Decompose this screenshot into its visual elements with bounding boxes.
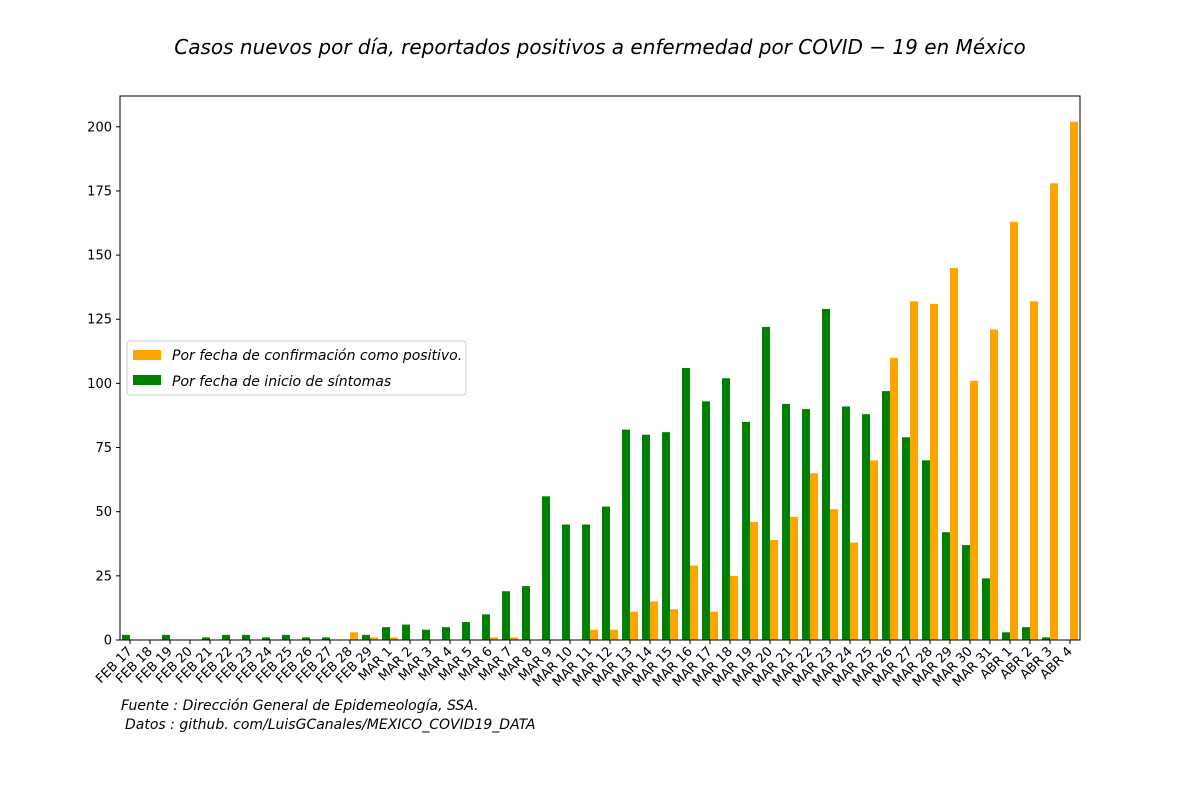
bar-sintomas-mar-22 <box>802 409 810 640</box>
bar-sintomas-mar-1 <box>382 627 390 640</box>
bar-confirmacion-mar-29 <box>950 267 958 640</box>
bar-sintomas-feb-29 <box>362 634 370 640</box>
bar-sintomas-mar-16 <box>682 368 690 640</box>
bar-sintomas-mar-9 <box>542 496 550 640</box>
bar-confirmacion-mar-28 <box>930 303 938 640</box>
bar-confirmacion-feb-28 <box>350 632 358 640</box>
y-tick-label: 150 <box>87 249 112 264</box>
legend-label-confirmacion: Por fecha de confirmación como positivo. <box>172 348 462 364</box>
bar-sintomas-feb-27 <box>322 637 330 640</box>
bar-sintomas-mar-2 <box>402 624 410 640</box>
bar-sintomas-mar-25 <box>862 414 870 640</box>
bar-confirmacion-mar-27 <box>910 301 918 640</box>
bar-sintomas-feb-19 <box>162 634 170 640</box>
bar-sintomas-feb-24 <box>262 637 270 640</box>
bar-sintomas-abr-3 <box>1042 637 1050 640</box>
bar-confirmacion-mar-24 <box>850 542 858 640</box>
bar-confirmacion-mar-7 <box>510 637 518 640</box>
bar-sintomas-mar-5 <box>462 622 470 640</box>
bar-sintomas-feb-26 <box>302 637 310 640</box>
bar-sintomas-mar-17 <box>702 401 710 640</box>
bar-confirmacion-feb-29 <box>370 637 378 640</box>
bar-confirmacion-mar-25 <box>870 460 878 640</box>
bar-sintomas-feb-17 <box>122 634 130 640</box>
y-tick-label: 100 <box>87 377 112 392</box>
bar-sintomas-mar-29 <box>942 532 950 640</box>
bar-confirmacion-mar-23 <box>830 509 838 640</box>
bar-sintomas-mar-23 <box>822 308 830 640</box>
bar-confirmacion-mar-20 <box>770 539 778 640</box>
bar-confirmacion-mar-22 <box>810 473 818 640</box>
bar-sintomas-mar-20 <box>762 326 770 640</box>
bar-sintomas-feb-23 <box>242 634 250 640</box>
legend: Por fecha de confirmación como positivo.… <box>126 340 467 396</box>
bar-sintomas-mar-10 <box>562 524 570 640</box>
y-tick-label: 200 <box>87 120 112 135</box>
bar-sintomas-mar-28 <box>922 460 930 640</box>
legend-box <box>126 340 467 396</box>
data-note: Datos : github. com/LuisGCanales/MEXICO_… <box>125 717 535 733</box>
bar-confirmacion-abr-4 <box>1070 121 1078 640</box>
bar-sintomas-abr-1 <box>1002 632 1010 640</box>
bar-confirmacion-mar-12 <box>610 629 618 640</box>
bar-sintomas-mar-7 <box>502 591 510 640</box>
bar-sintomas-mar-14 <box>642 434 650 640</box>
bar-confirmacion-mar-19 <box>750 521 758 640</box>
bar-confirmacion-mar-18 <box>730 575 738 640</box>
bar-confirmacion-mar-14 <box>650 601 658 640</box>
bar-confirmacion-abr-3 <box>1050 183 1058 640</box>
y-axis: 0 25 50 75 100 125 150 175 200 <box>87 120 120 649</box>
legend-label-sintomas: Por fecha de inicio de síntomas <box>172 374 391 390</box>
y-tick-label: 125 <box>87 313 112 328</box>
bar-sintomas-mar-8 <box>522 586 530 640</box>
plot-frame <box>119 95 1081 641</box>
bar-sintomas-mar-11 <box>582 524 590 640</box>
bar-confirmacion-mar-26 <box>890 357 898 640</box>
y-tick-label: 25 <box>95 569 112 584</box>
legend-swatch-confirmacion <box>133 350 161 360</box>
bar-sintomas-mar-24 <box>842 406 850 640</box>
bar-confirmacion-mar-30 <box>970 380 978 640</box>
bar-sintomas-feb-22 <box>222 634 230 640</box>
bar-confirmacion-abr-1 <box>1010 221 1018 641</box>
bar-confirmacion-mar-16 <box>690 565 698 640</box>
bar-confirmacion-mar-31 <box>990 329 998 640</box>
bar-sintomas-mar-27 <box>902 437 910 640</box>
legend-swatch-sintomas <box>133 375 161 385</box>
bar-confirmacion-mar-6 <box>490 637 498 640</box>
y-tick-label: 75 <box>95 441 112 456</box>
bar-sintomas-mar-3 <box>422 629 430 640</box>
chart-title: Casos nuevos por día, reportados positiv… <box>174 35 1026 59</box>
bar-sintomas-abr-2 <box>1022 627 1030 640</box>
y-tick-label: 175 <box>87 184 112 199</box>
bar-confirmacion-mar-1 <box>390 637 398 640</box>
bar-confirmacion-mar-11 <box>590 629 598 640</box>
bar-confirmacion-mar-21 <box>790 516 798 640</box>
bar-sintomas-mar-6 <box>482 614 490 640</box>
bar-sintomas-mar-12 <box>602 506 610 640</box>
bar-sintomas-mar-21 <box>782 403 790 640</box>
bars-layer <box>122 121 1078 641</box>
source-note: Fuente : Dirección General de Epidemeolo… <box>121 698 479 714</box>
bar-sintomas-mar-4 <box>442 627 450 640</box>
bar-sintomas-mar-30 <box>962 545 970 640</box>
bar-confirmacion-mar-13 <box>630 611 638 640</box>
y-tick-label: 50 <box>95 505 112 520</box>
bar-sintomas-feb-25 <box>282 634 290 640</box>
bar-sintomas-mar-18 <box>722 378 730 640</box>
y-tick-label: 0 <box>104 634 112 649</box>
bar-sintomas-mar-31 <box>982 578 990 640</box>
bar-confirmacion-mar-17 <box>710 611 718 640</box>
bar-sintomas-mar-26 <box>882 391 890 640</box>
bar-confirmacion-abr-2 <box>1030 301 1038 640</box>
bar-sintomas-mar-19 <box>742 421 750 640</box>
bar-sintomas-mar-15 <box>662 432 670 640</box>
bar-sintomas-feb-21 <box>202 637 210 640</box>
bar-sintomas-mar-13 <box>622 429 630 640</box>
bar-confirmacion-mar-15 <box>670 609 678 640</box>
